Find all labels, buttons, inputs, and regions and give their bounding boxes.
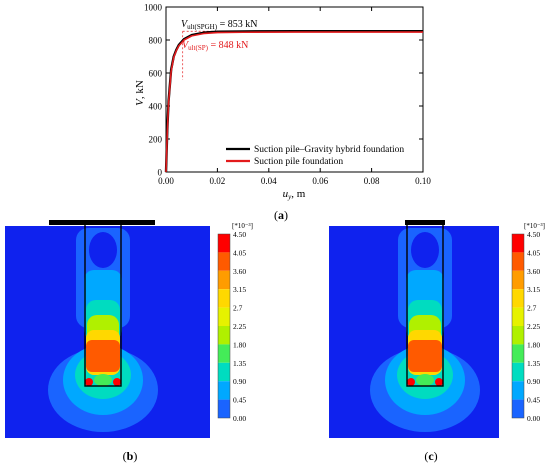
colorbar-cell	[218, 381, 230, 400]
colorbar-tick-label: 2.7	[233, 304, 243, 313]
legend-label-sp: Suction pile foundation	[254, 156, 343, 167]
y-tick-label: 800	[149, 36, 163, 46]
plot-area	[165, 6, 424, 173]
y-tick-label: 0	[158, 168, 163, 178]
x-tick-label: 0.10	[415, 176, 431, 186]
colorbar-cell	[512, 362, 524, 382]
colorbar-cell	[512, 344, 524, 363]
colorbar-cell	[218, 326, 230, 345]
colorbar-tick-label: 0.45	[233, 396, 246, 405]
x-tick-label: 0.04	[261, 176, 277, 186]
colorbar-tick-label: 3.15	[527, 285, 540, 294]
stress-contours	[370, 228, 480, 432]
colorbar-cell	[512, 381, 524, 400]
colorbar-tick-label: 3.60	[527, 267, 540, 276]
colorbar-scale-label: [*10⁻³]	[232, 222, 253, 230]
y-tick-label: 1000	[144, 3, 163, 13]
panel-label-b: (b)	[123, 449, 138, 463]
stress-contours	[48, 228, 158, 432]
colorbar-cell	[218, 344, 230, 363]
y-axis-label: V, kN	[134, 80, 146, 106]
colorbar-tick-label: 1.80	[233, 340, 246, 349]
gravity-plate	[49, 220, 155, 225]
colorbar-tick-label: 4.50	[527, 230, 540, 239]
colorbar-tick-label: 0.00	[527, 414, 540, 423]
colorbar-tick-label: 4.50	[233, 230, 246, 239]
colorbar-tick-label: 1.80	[527, 340, 540, 349]
colorbar-cell	[218, 362, 230, 382]
colorbar-cell	[512, 289, 524, 308]
data-series	[164, 30, 423, 173]
colorbar-cell	[218, 399, 230, 418]
y-tick-label: 400	[149, 102, 163, 112]
colorbar-cell	[218, 252, 230, 271]
x-tick-label: 0.08	[364, 176, 380, 186]
x-tick-label: 0.06	[312, 176, 328, 186]
colorbar-tick-label: 4.05	[233, 248, 246, 257]
legend-label-spgh: Suction pile–Gravity hybrid foundation	[254, 144, 404, 155]
colorbar-cell	[512, 252, 524, 271]
colorbar-tick-label: 0.45	[527, 396, 540, 405]
colorbar-frame	[217, 233, 231, 419]
colorbar-tick-label: 1.35	[527, 359, 540, 368]
annotation-sp: Vult(SP) = 848 kN	[182, 40, 248, 52]
colorbar-cell	[512, 234, 524, 253]
colorbar: 4.50 4.05 3.60 3.15 2.7 2.25 1.80 1.35 0.90 0.45 0…	[511, 230, 540, 423]
x-tick-label: 0.00	[158, 176, 174, 186]
colorbar-cell	[512, 399, 524, 418]
gravity-plate	[405, 220, 445, 225]
x-tick-labels: 0.00 0.02 0.04 0.06 0.08 0.10	[158, 176, 431, 186]
y-tick-label: 200	[149, 135, 163, 145]
colorbar-cell	[512, 270, 524, 290]
panel-label-a: (a)	[274, 208, 288, 222]
colorbar-cell	[218, 234, 230, 253]
annotation-spgh: Vult(SPGH) = 853 kN	[181, 19, 257, 31]
x-tick-label: 0.02	[210, 176, 226, 186]
panel-c-contour: [*10⁻³] 4.50 4.05 3.60 3.15 2.7 2.25 1.80 1.35 0…	[329, 220, 545, 463]
colorbar-tick-label: 2.25	[233, 322, 246, 331]
colorbar-cell	[218, 270, 230, 290]
panel-label-c: (c)	[424, 449, 437, 463]
colorbar-tick-label: 1.35	[233, 359, 246, 368]
y-tick-label: 600	[149, 69, 163, 79]
panel-b-contour: [*10⁻³] 4.50 4.05 3.60 3.15 2.7 2.25 1.80 1.35 0…	[5, 220, 253, 463]
colorbar-tick-label: 2.25	[527, 322, 540, 331]
x-axis-label: uy, m	[283, 188, 306, 201]
colorbar-cell	[218, 289, 230, 308]
colorbar-tick-label: 2.7	[527, 304, 537, 313]
colorbar-tick-label: 3.60	[233, 267, 246, 276]
y-tick-labels: 0 200 400 600 800 1000	[144, 3, 163, 178]
colorbar-cell	[218, 307, 230, 326]
colorbar-tick-label: 0.90	[527, 377, 540, 386]
colorbar-cell	[512, 307, 524, 326]
colorbar-scale-label: [*10⁻³]	[524, 222, 545, 230]
colorbar: 4.50 4.05 3.60 3.15 2.7 2.25 1.80 1.35 0.90 0.45 0…	[217, 230, 246, 423]
colorbar-cell	[512, 326, 524, 345]
colorbar-frame	[511, 233, 525, 419]
legend: Suction pile–Gravity hybrid foundation S…	[226, 144, 404, 167]
series-line-sp	[165, 31, 423, 173]
colorbar-tick-label: 4.05	[527, 248, 540, 257]
colorbar-tick-label: 0.90	[233, 377, 246, 386]
colorbar-tick-label: 0.00	[233, 414, 246, 423]
axis-ticks	[165, 6, 424, 173]
colorbar-tick-label: 3.15	[233, 285, 246, 294]
